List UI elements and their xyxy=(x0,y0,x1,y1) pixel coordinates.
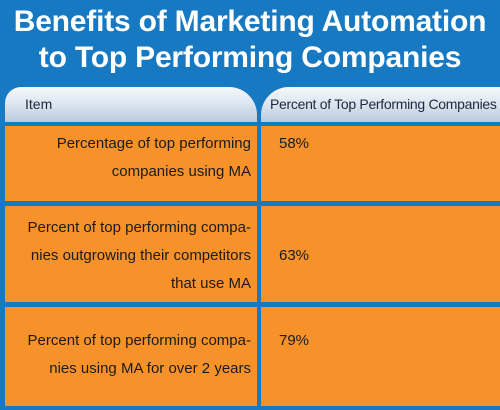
row-3-item-line-1: Percent of top performing compa- xyxy=(27,332,251,349)
row-1-value-text: 58% xyxy=(279,135,310,152)
row-2-item-line-1: Percent of top performing compa- xyxy=(27,219,251,236)
table-row-1-item: Percentage of top performing companies u… xyxy=(5,126,257,201)
row-2-item-line-3: that use MA xyxy=(170,275,251,292)
row-1-item-line-2: companies using MA xyxy=(111,163,251,180)
column-header-item: Item xyxy=(5,87,257,122)
chart-title: Benefits of Marketing Automation to Top … xyxy=(0,4,500,86)
row-2-value-text: 63% xyxy=(279,247,310,264)
title-line-1: Benefits of Marketing Automation xyxy=(13,5,487,38)
column-header-percent: Percent of Top Performing Companies xyxy=(261,87,500,122)
row-3-item-line-2: nies using MA for over 2 years xyxy=(49,360,251,377)
table-row-2-value: 63% xyxy=(261,206,500,302)
row-1-item-line-1: Percentage of top performing xyxy=(56,135,251,152)
table-row-3-item: Percent of top performing compa- nies us… xyxy=(5,307,257,406)
row-2-item-line-2: nies outgrowing their competitors xyxy=(30,247,251,264)
table-row-1-value: 58% xyxy=(261,126,500,201)
row-3-value-text: 79% xyxy=(279,332,310,349)
table-row-3-value: 79% xyxy=(261,307,500,406)
table-row-2-item: Percent of top performing compa- nies ou… xyxy=(5,206,257,302)
title-line-2: to Top Performing Companies xyxy=(38,41,462,74)
